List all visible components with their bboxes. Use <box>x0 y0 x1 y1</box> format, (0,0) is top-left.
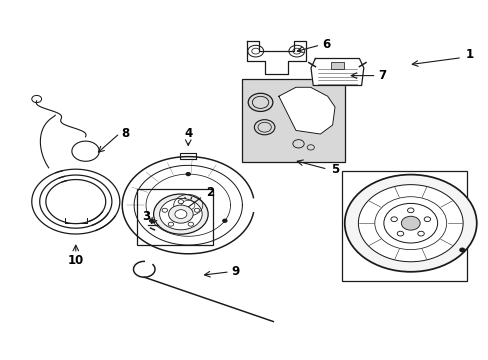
Text: 8: 8 <box>122 127 129 140</box>
Circle shape <box>223 219 226 222</box>
Text: 1: 1 <box>465 48 472 60</box>
Polygon shape <box>278 87 334 134</box>
Bar <box>330 62 344 69</box>
Circle shape <box>417 231 424 236</box>
Circle shape <box>168 222 173 226</box>
Text: 7: 7 <box>378 69 386 82</box>
Circle shape <box>407 208 413 213</box>
Text: 4: 4 <box>184 127 192 140</box>
Text: 5: 5 <box>330 163 338 176</box>
Text: 10: 10 <box>67 255 84 267</box>
Circle shape <box>168 205 193 223</box>
Circle shape <box>344 175 476 272</box>
Polygon shape <box>310 58 363 85</box>
Circle shape <box>178 200 183 204</box>
Text: 6: 6 <box>322 39 329 51</box>
Bar <box>137 189 212 245</box>
Circle shape <box>396 231 403 236</box>
Circle shape <box>159 198 202 230</box>
Circle shape <box>358 185 462 262</box>
Circle shape <box>149 219 153 222</box>
Bar <box>242 79 344 162</box>
Circle shape <box>401 216 419 230</box>
Circle shape <box>162 208 167 212</box>
Text: 9: 9 <box>231 265 239 278</box>
Circle shape <box>188 222 193 226</box>
Circle shape <box>153 194 208 234</box>
Text: 3: 3 <box>142 210 150 222</box>
Polygon shape <box>246 41 305 74</box>
Circle shape <box>194 208 199 212</box>
Circle shape <box>459 248 464 252</box>
Circle shape <box>423 217 430 222</box>
Circle shape <box>390 217 397 222</box>
Bar <box>342 171 466 281</box>
Circle shape <box>186 173 190 176</box>
Circle shape <box>383 203 437 243</box>
Circle shape <box>175 210 186 219</box>
Text: 2: 2 <box>206 186 214 199</box>
